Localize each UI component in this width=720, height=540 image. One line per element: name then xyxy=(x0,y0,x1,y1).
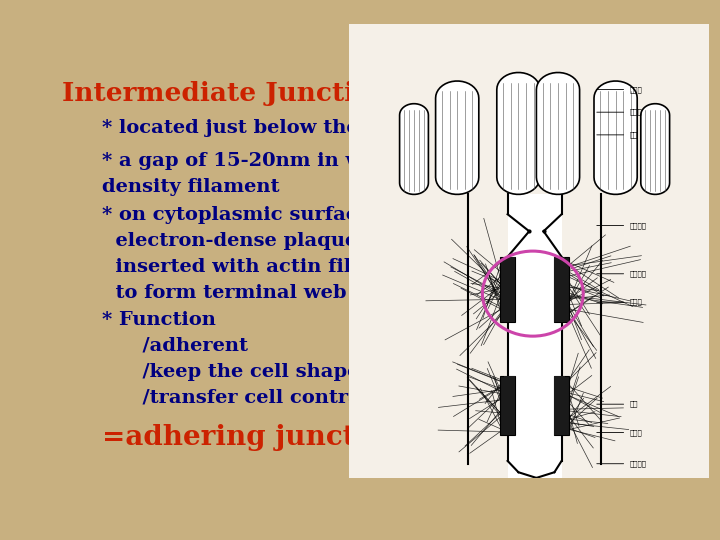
Bar xyxy=(554,376,565,435)
Text: 紧密连接: 紧密连接 xyxy=(630,222,647,229)
Bar xyxy=(554,376,569,435)
Bar xyxy=(508,194,562,478)
Text: 微绒毛: 微绒毛 xyxy=(630,109,643,116)
Text: 47: 47 xyxy=(611,454,631,471)
Bar xyxy=(554,257,565,322)
Polygon shape xyxy=(536,72,580,194)
Polygon shape xyxy=(641,104,670,194)
Polygon shape xyxy=(497,72,540,194)
Bar xyxy=(500,376,515,435)
Text: /adherent: /adherent xyxy=(102,337,248,355)
Text: 细胞衣: 细胞衣 xyxy=(630,86,643,93)
Text: to form terminal web: to form terminal web xyxy=(102,284,347,301)
Text: * located just below the tight j as a ‘belt’: * located just below the tight j as a ‘b… xyxy=(102,119,545,137)
Text: =adhering junction: =adhering junction xyxy=(102,424,405,451)
Text: 缝隙连接: 缝隙连接 xyxy=(630,461,647,467)
Text: electron-dense plaques of materia: electron-dense plaques of materia xyxy=(102,232,488,250)
Text: Intermediate Junction (Zonula Adherens): Intermediate Junction (Zonula Adherens) xyxy=(62,82,676,106)
Polygon shape xyxy=(400,104,428,194)
Bar xyxy=(554,257,569,322)
Text: 微丝: 微丝 xyxy=(630,132,639,138)
Bar xyxy=(504,257,515,322)
Text: 桥粒: 桥粒 xyxy=(630,401,639,408)
Text: inserted with actin filament: inserted with actin filament xyxy=(102,258,420,276)
Polygon shape xyxy=(436,81,479,194)
Text: * on cytoplasmic surface of  junctio: * on cytoplasmic surface of junctio xyxy=(102,206,488,224)
Text: 张力丝: 张力丝 xyxy=(630,429,643,436)
Text: 终末网: 终末网 xyxy=(630,299,643,306)
Bar xyxy=(504,376,515,435)
Text: * Function: * Function xyxy=(102,311,216,329)
Text: /transfer cell contract force: /transfer cell contract force xyxy=(102,388,444,406)
Text: * a gap of 15-20nm in width with medium electron-: * a gap of 15-20nm in width with medium … xyxy=(102,152,661,170)
Text: 中间连接: 中间连接 xyxy=(630,271,647,277)
Text: /keep the cell shape: /keep the cell shape xyxy=(102,362,360,381)
Bar xyxy=(500,257,515,322)
Polygon shape xyxy=(594,81,637,194)
Text: density filament: density filament xyxy=(102,178,280,196)
